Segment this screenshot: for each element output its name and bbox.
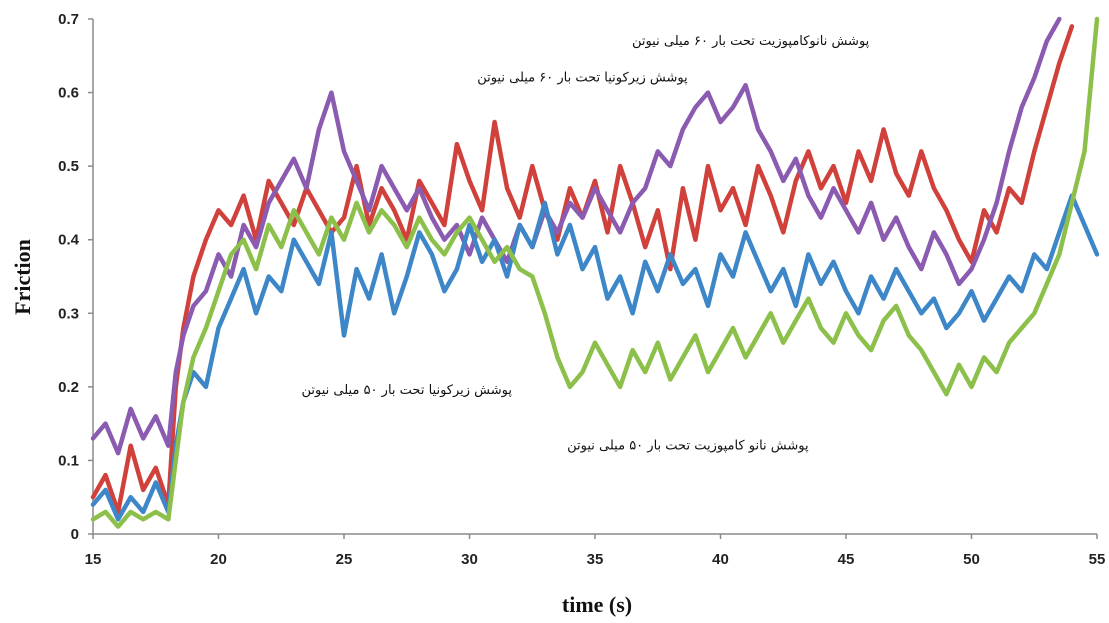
- tick-layer: 15 20 25 30 35 40 45 50 55 0 0.1 0.2 0.3 0.4 0.5 0.6 0.7: [58, 11, 1105, 568]
- series-annotation-2: پوشش زیرکونیا تحت بار ۶۰ میلی نیوتن: [477, 71, 688, 86]
- x-tick-label: 20: [210, 551, 227, 568]
- y-tick-label: 0.2: [58, 379, 79, 396]
- x-tick-label: 25: [336, 551, 353, 568]
- series-annotation-4: پوشش نانو کامپوزیت تحت بار ۵۰ میلی نیوتن: [567, 438, 809, 453]
- y-tick-label: 0.3: [58, 305, 79, 322]
- y-tick-label: 0.4: [58, 232, 80, 249]
- series-line-2: [90, 16, 1062, 456]
- y-tick-label: 0: [71, 526, 79, 543]
- x-tick-label: 35: [587, 551, 604, 568]
- x-axis-title: time (s): [562, 592, 632, 617]
- annotation-layer: پوشش نانوکامپوزیت تحت بار ۶۰ میلی نیوتن پ…: [302, 34, 870, 454]
- series-annotation-3: پوشش زیرکونیا تحت بار ۵۰ میلی نیوتن: [302, 383, 513, 398]
- y-tick-label: 0.5: [58, 158, 79, 175]
- axes: [92, 19, 1097, 535]
- x-tick-label: 40: [712, 551, 729, 568]
- y-tick-label: 0.7: [58, 11, 79, 28]
- x-tick-label: 45: [838, 551, 855, 568]
- series-line-1: [90, 24, 1075, 515]
- series-layer: [90, 16, 1100, 529]
- x-tick-label: 55: [1089, 551, 1106, 568]
- y-axis-title: Friction: [10, 239, 35, 315]
- x-tick-label: 30: [461, 551, 478, 568]
- series-line-4: [90, 16, 1100, 529]
- series-line-3: [90, 193, 1100, 522]
- y-tick-label: 0.6: [58, 85, 79, 102]
- x-tick-label: 50: [963, 551, 980, 568]
- series-annotation-1: پوشش نانوکامپوزیت تحت بار ۶۰ میلی نیوتن: [632, 34, 870, 49]
- x-tick-label: 15: [85, 551, 102, 568]
- y-tick-label: 0.1: [58, 452, 79, 469]
